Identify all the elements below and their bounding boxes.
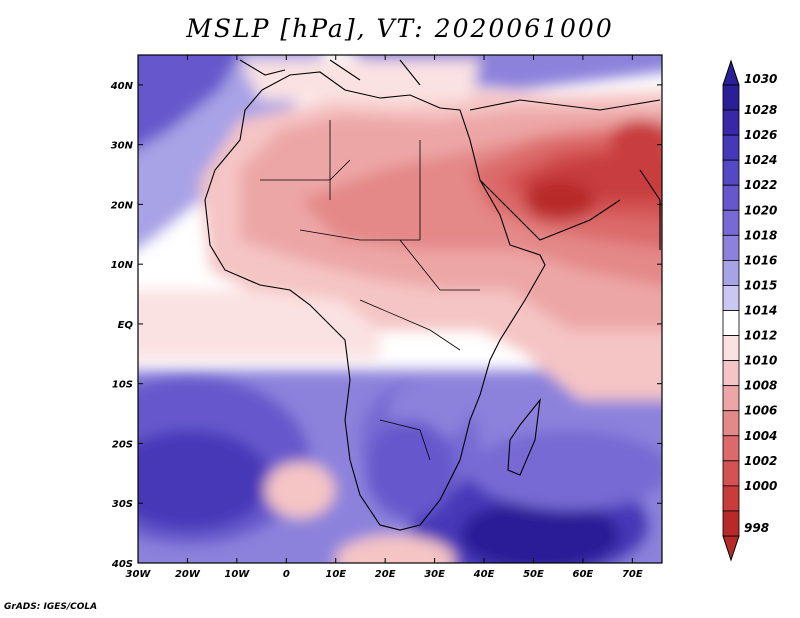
lon-tick-label: 60E [573,569,594,580]
map-title: MSLP [hPa], VT: 2020061000 [186,14,614,43]
latitude-axis: 40N 30N 20N 10N EQ 10S 20S 30S 40S [110,81,662,570]
lon-tick-label: 10E [325,569,346,580]
colorbar-swatch [722,510,740,537]
colorbar-swatch [722,109,740,136]
colorbar-bottom-arrow [722,535,740,562]
lat-tick-label: 20S [112,439,133,450]
europe-coastline [239,59,421,86]
lat-tick-label: 30N [111,141,134,152]
colorbar-level-label: 1014 [744,304,777,318]
colorbar-level-label: 1030 [744,72,777,86]
colorbar-swatch [722,410,740,437]
colorbar-level-label: 1024 [744,153,777,167]
colorbar-swatch [722,335,740,362]
pressure-field [138,55,662,563]
lon-tick-label: 70E [622,569,643,580]
colorbar-level-label: 1004 [744,429,777,443]
colorbar-level-label: 1018 [744,228,777,242]
lat-tick-label: EQ [118,320,134,331]
lon-tick-label: 10W [224,569,250,580]
colorbar-swatch [722,159,740,186]
colorbar-level-label: 1028 [744,103,777,117]
madagascar-coastline [507,398,541,476]
longitude-axis: 30W 20W 10W 0 10E 20E 30E 40E 50E 60E 70E [126,55,643,580]
colorbar-level-label: 998 [744,521,769,535]
colorbar-swatch [722,435,740,462]
country-borders [260,120,480,461]
colorbar-top-arrow [722,59,740,86]
lat-tick-label: 10S [112,380,133,391]
colorbar-swatch [722,460,740,487]
coastlines [204,59,661,531]
colorbar-swatch [722,310,740,336]
lon-tick-label: 30W [126,569,152,580]
colorbar-level-label: 1022 [744,178,777,192]
colorbar-swatch [722,134,740,161]
colorbar-level-label: 1002 [744,454,777,468]
colorbar-swatch [722,209,740,236]
asia-coastline [469,99,661,250]
colorbar-swatch [722,234,740,261]
credit-text: GrADS: IGES/COLA [4,602,98,612]
colorbar-level-label: 1020 [744,203,777,217]
colorbar-swatch [722,485,740,512]
colorbar-swatch [722,285,740,311]
colorbar-level-label: 1000 [744,479,777,493]
africa-coastline [204,71,546,531]
colorbar-level-label: 1016 [744,253,777,267]
colorbar-swatch [722,385,740,412]
lat-tick-label: 10N [111,260,134,271]
colorbar-swatch [722,184,740,211]
colorbar-level-label: 1006 [744,404,777,418]
lon-tick-label: 0 [283,569,290,580]
colorbar: 1030 1028 1026 1024 1022 1020 1018 1016 1015 1014… [722,59,777,562]
lon-tick-label: 30E [424,569,445,580]
lat-tick-label: 40S [111,559,133,570]
plot-frame [137,54,663,564]
colorbar-swatch [722,84,740,111]
lon-tick-label: 50E [523,569,544,580]
colorbar-level-label: 1015 [744,278,777,292]
colorbar-level-label: 1010 [744,354,777,368]
colorbar-level-label: 1026 [744,128,777,142]
colorbar-swatch [722,360,740,387]
colorbar-swatch [722,259,740,286]
lon-tick-label: 20E [375,569,396,580]
colorbar-level-label: 1008 [744,379,777,393]
lat-tick-label: 20N [111,200,134,211]
lat-tick-label: 40N [110,81,134,92]
lon-tick-label: 20W [175,569,201,580]
lat-tick-label: 30S [112,499,133,510]
lon-tick-label: 40E [473,569,495,580]
colorbar-level-label: 1012 [744,329,777,343]
